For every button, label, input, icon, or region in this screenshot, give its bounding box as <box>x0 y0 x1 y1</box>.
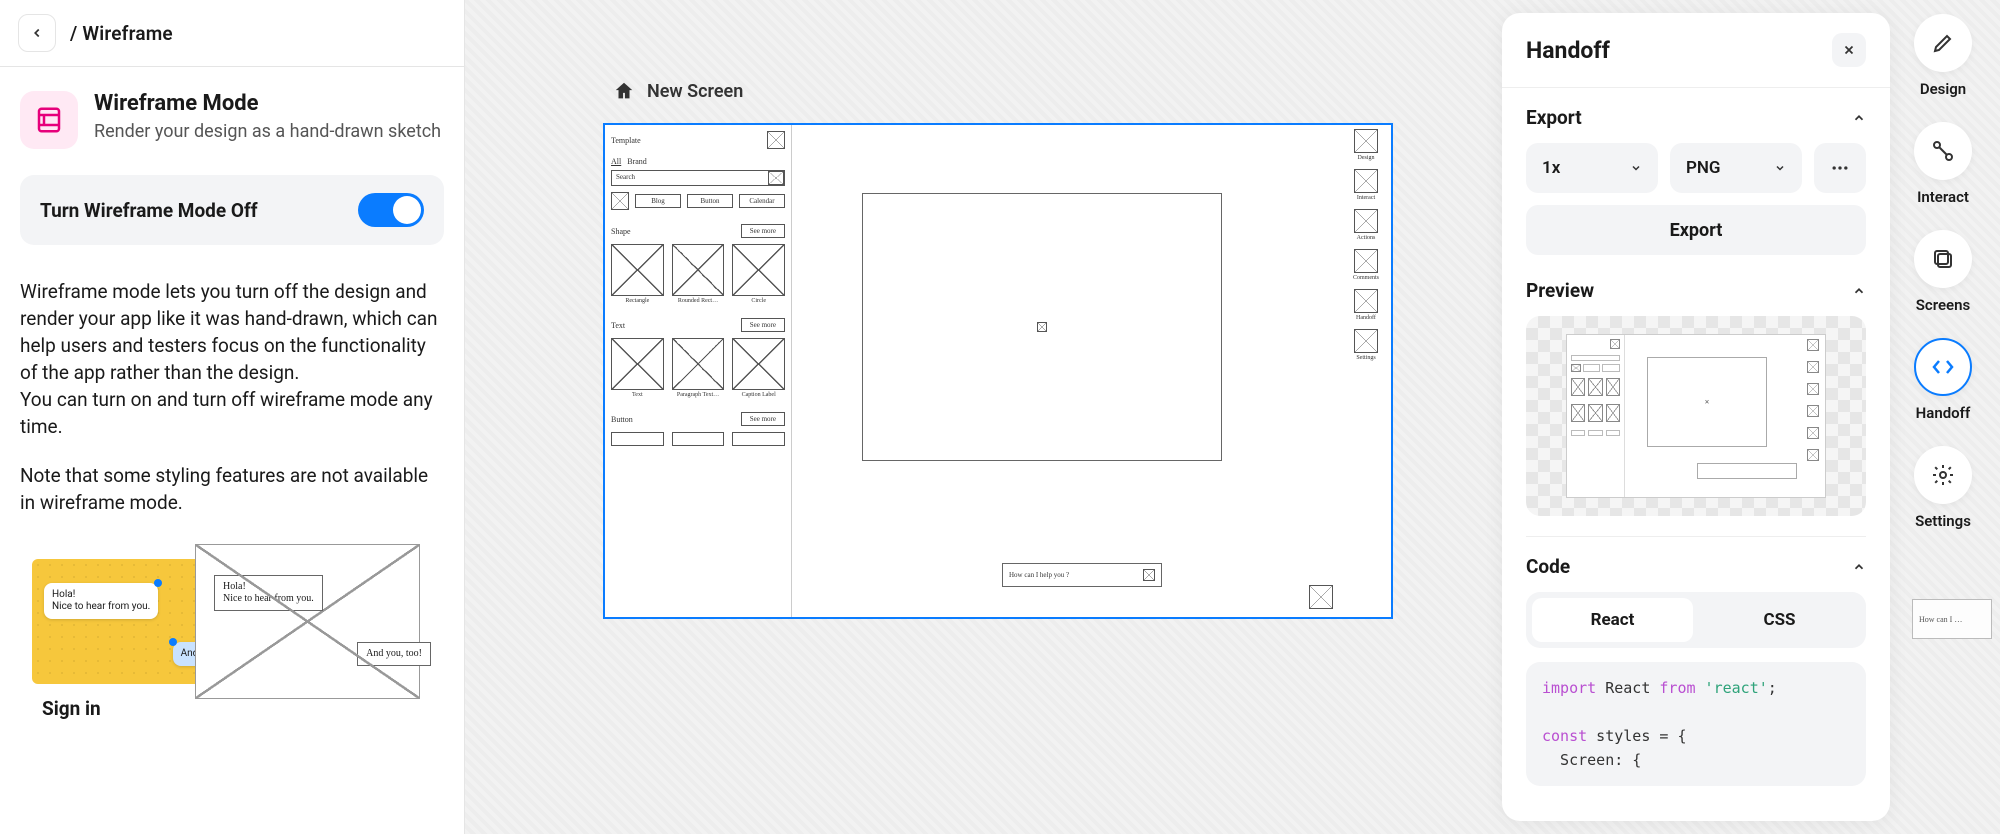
wf-shape-title: Shape <box>611 227 631 236</box>
handoff-header: Handoff <box>1502 13 1890 88</box>
example-caption: Sign in <box>42 697 101 720</box>
wf-templates-title: Template <box>611 136 641 145</box>
wireframe-toggle[interactable] <box>358 193 424 227</box>
wf-button-title: Button <box>611 415 633 424</box>
example-wireframe: Hola! Nice to hear from you. And you, to… <box>195 544 420 699</box>
back-button[interactable] <box>18 14 56 52</box>
ghost-help-bar: How can I … <box>1912 599 1992 639</box>
wf-center: How can I help you ? <box>792 125 1341 617</box>
export-scale-select[interactable]: 1x <box>1526 143 1658 193</box>
export-format-select[interactable]: PNG <box>1670 143 1802 193</box>
description: Wireframe mode lets you turn off the des… <box>0 245 464 539</box>
mode-subtitle: Render your design as a hand-drawn sketc… <box>94 120 441 143</box>
description-para-2: You can turn on and turn off wireframe m… <box>20 387 444 441</box>
wf-text-title: Text <box>611 321 625 330</box>
screen-label: New Screen <box>613 80 743 102</box>
code-block: import React from 'react'; const styles … <box>1526 662 1866 786</box>
mode-title: Wireframe Mode <box>94 91 441 116</box>
chevron-down-icon <box>1774 162 1786 174</box>
preview-section: Preview <box>1502 255 1890 302</box>
example-bubble-1: Hola! Nice to hear from you. <box>44 583 158 619</box>
tab-react[interactable]: React <box>1532 598 1693 642</box>
export-more-button[interactable] <box>1814 143 1866 193</box>
rail-interact[interactable]: Interact <box>1914 122 1972 206</box>
export-section: Export 1x PNG Export <box>1502 88 1890 255</box>
wf-main-canvas <box>862 193 1222 461</box>
tab-css[interactable]: CSS <box>1699 598 1860 642</box>
wf-help-bar: How can I help you ? <box>1002 563 1162 587</box>
description-para-1: Wireframe mode lets you turn off the des… <box>20 279 444 387</box>
handoff-icon <box>1914 338 1972 396</box>
home-icon <box>613 80 635 102</box>
wf-search: Search <box>611 170 785 186</box>
code-title: Code <box>1526 555 1570 578</box>
left-panel: / Wireframe Wireframe Mode Render your d… <box>0 0 465 834</box>
code-tabs: React CSS <box>1526 592 1866 648</box>
settings-icon <box>1914 446 1972 504</box>
close-icon <box>1842 43 1856 57</box>
chevron-up-icon[interactable] <box>1852 560 1866 574</box>
wf-search-icon <box>768 171 784 185</box>
sketch-bubble-1: Hola! Nice to hear from you. <box>214 575 323 611</box>
rail-design[interactable]: Design <box>1914 14 1972 98</box>
chevron-down-icon <box>1630 162 1642 174</box>
wf-tab-brand: Brand <box>627 157 647 166</box>
wireframe-mode-icon <box>20 91 78 149</box>
breadcrumb-text: / Wireframe <box>70 22 173 45</box>
chevron-up-icon[interactable] <box>1852 111 1866 125</box>
wf-right-rail: Design Interact Actions Comments Handoff… <box>1341 125 1391 617</box>
example-images: Hola! Nice to hear from you. And you, to… <box>0 549 464 569</box>
handoff-panel: Handoff Export 1x PNG Export Preview <box>1502 13 1890 821</box>
wf-templates-column: Template All Brand Search Blog Button Ca… <box>605 125 792 617</box>
chevron-up-icon[interactable] <box>1852 284 1866 298</box>
dots-icon <box>1830 158 1850 178</box>
export-title: Export <box>1526 106 1582 129</box>
export-button[interactable]: Export <box>1526 205 1866 255</box>
screens-icon <box>1914 230 1972 288</box>
sketch-bubble-2: And you, too! <box>357 642 431 666</box>
right-rail: Design Interact Screens Handoff Settings <box>1904 14 1982 530</box>
breadcrumb: / Wireframe <box>0 0 464 67</box>
toggle-knob <box>393 196 421 224</box>
wf-see-more: See more <box>741 224 785 238</box>
wireframe-frame[interactable]: Template All Brand Search Blog Button Ca… <box>603 123 1393 619</box>
close-button[interactable] <box>1832 33 1866 67</box>
wireframe-toggle-row: Turn Wireframe Mode Off <box>20 175 444 245</box>
preview-title: Preview <box>1526 279 1594 302</box>
design-icon <box>1914 14 1972 72</box>
rail-handoff[interactable]: Handoff <box>1914 338 1972 422</box>
preview-thumbnail <box>1526 316 1866 516</box>
description-para-3: Note that some styling features are not … <box>20 463 444 517</box>
interact-icon <box>1914 122 1972 180</box>
screen-name: New Screen <box>647 81 743 102</box>
handoff-title: Handoff <box>1526 37 1610 64</box>
code-section: Code <box>1502 537 1890 578</box>
chevron-left-icon <box>30 26 44 40</box>
rail-settings[interactable]: Settings <box>1914 446 1972 530</box>
wf-tab-all: All <box>611 157 621 166</box>
mode-header: Wireframe Mode Render your design as a h… <box>0 67 464 157</box>
toggle-label: Turn Wireframe Mode Off <box>40 199 258 222</box>
rail-screens[interactable]: Screens <box>1914 230 1972 314</box>
wf-close-icon <box>767 131 785 149</box>
